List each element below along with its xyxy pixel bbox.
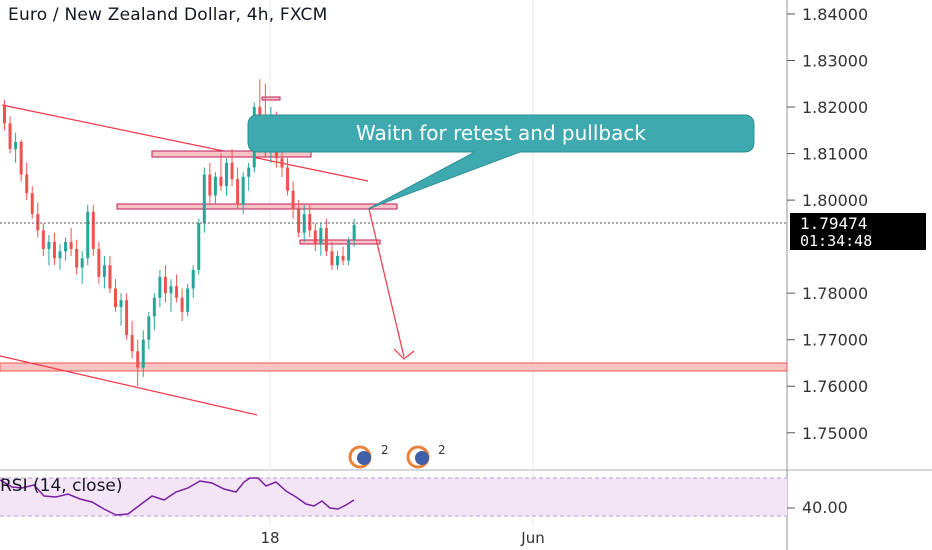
candle-body[interactable] bbox=[241, 176, 245, 205]
time-label-18: 18 bbox=[260, 529, 279, 547]
candle-body[interactable] bbox=[286, 167, 290, 191]
flag-icon bbox=[415, 451, 429, 465]
candle-body[interactable] bbox=[330, 251, 334, 266]
candle-body[interactable] bbox=[3, 104, 6, 124]
candle-body[interactable] bbox=[186, 288, 190, 312]
candle-body[interactable] bbox=[80, 258, 84, 268]
price-label: 1.77000 bbox=[802, 331, 868, 350]
candle-body[interactable] bbox=[25, 174, 29, 194]
candle-body[interactable] bbox=[236, 179, 240, 205]
candle-body[interactable] bbox=[247, 167, 251, 177]
candle-body[interactable] bbox=[158, 276, 162, 298]
candle-body[interactable] bbox=[130, 335, 134, 352]
event-badge-1[interactable] bbox=[348, 445, 372, 469]
candle-body[interactable] bbox=[41, 230, 45, 249]
price-label: 1.80000 bbox=[802, 191, 868, 210]
rsi-line[interactable] bbox=[0, 477, 355, 516]
price-label: 1.82000 bbox=[802, 98, 868, 117]
candle-body[interactable] bbox=[152, 297, 156, 317]
chart-title: Euro / New Zealand Dollar, 4h, FXCM bbox=[8, 5, 328, 25]
price-label: 1.84000 bbox=[802, 5, 868, 24]
candle-body[interactable] bbox=[225, 162, 228, 187]
candle-body[interactable] bbox=[108, 265, 112, 289]
candle-body[interactable] bbox=[319, 228, 323, 245]
rsi-level-label: 40.00 bbox=[802, 498, 848, 517]
lower-trendline[interactable] bbox=[0, 355, 258, 416]
event-badge-2[interactable] bbox=[406, 445, 430, 469]
event-count-2: 2 bbox=[438, 443, 446, 457]
resistance-box[interactable] bbox=[151, 150, 312, 158]
last-price-badge: 1.79474 bbox=[790, 213, 926, 233]
projection-arrow[interactable] bbox=[368, 208, 405, 358]
candle-body[interactable] bbox=[47, 241, 51, 249]
candle-body[interactable] bbox=[147, 316, 151, 340]
candle-body[interactable] bbox=[352, 224, 356, 240]
candle-body[interactable] bbox=[208, 174, 212, 196]
candle-body[interactable] bbox=[313, 230, 317, 245]
candle-body[interactable] bbox=[258, 107, 262, 117]
flag-icon bbox=[357, 451, 371, 465]
candle-body[interactable] bbox=[52, 241, 56, 259]
price-label: 1.83000 bbox=[802, 51, 868, 70]
candle-body[interactable] bbox=[213, 176, 217, 196]
rsi-title: RSI (14, close) bbox=[0, 476, 123, 496]
candle-body[interactable] bbox=[58, 251, 62, 259]
candle-body[interactable] bbox=[102, 265, 106, 277]
candle-body[interactable] bbox=[97, 248, 101, 277]
candle-body[interactable] bbox=[141, 339, 145, 368]
local-support-box[interactable] bbox=[299, 239, 381, 245]
candle-body[interactable] bbox=[136, 351, 140, 368]
price-label: 1.76000 bbox=[802, 377, 868, 396]
retest-box[interactable] bbox=[116, 203, 398, 210]
candle-body[interactable] bbox=[119, 300, 123, 308]
candle-body[interactable] bbox=[114, 288, 117, 308]
candle-body[interactable] bbox=[8, 123, 12, 149]
price-axis[interactable]: 1.84000 1.83000 1.82000 1.81000 1.80000 1.780… bbox=[787, 5, 868, 443]
candle-body[interactable] bbox=[163, 276, 167, 294]
candle-body[interactable] bbox=[219, 176, 223, 187]
candle-body[interactable] bbox=[341, 255, 345, 261]
callout-text: Waitn for retest and pullback bbox=[356, 121, 646, 145]
candle-body[interactable] bbox=[36, 214, 40, 231]
candle-body[interactable] bbox=[19, 141, 23, 175]
candle-body[interactable] bbox=[169, 286, 173, 294]
candle-body[interactable] bbox=[64, 241, 68, 252]
candle-body[interactable] bbox=[175, 286, 179, 298]
candle-body[interactable] bbox=[86, 211, 90, 259]
callout-bubble[interactable] bbox=[247, 114, 755, 210]
candle-body[interactable] bbox=[280, 158, 284, 168]
projection-arrowhead bbox=[393, 348, 415, 360]
candle-body[interactable] bbox=[291, 190, 295, 210]
candle-body[interactable] bbox=[308, 214, 312, 231]
event-count-1: 2 bbox=[381, 443, 389, 457]
candle-body[interactable] bbox=[324, 228, 328, 252]
support-zone[interactable] bbox=[0, 362, 788, 372]
candle-body[interactable] bbox=[197, 223, 201, 270]
price-label: 1.75000 bbox=[802, 424, 868, 443]
candle-body[interactable] bbox=[336, 255, 339, 266]
candle-body[interactable] bbox=[30, 193, 34, 215]
candle-body[interactable] bbox=[230, 162, 234, 180]
candle-body[interactable] bbox=[125, 300, 129, 336]
candle-body[interactable] bbox=[14, 141, 18, 149]
price-label: 1.78000 bbox=[802, 284, 868, 303]
candle-body[interactable] bbox=[202, 174, 206, 224]
price-pane[interactable] bbox=[0, 0, 787, 470]
candle-body[interactable] bbox=[180, 297, 184, 312]
candle-body[interactable] bbox=[69, 241, 73, 249]
candle-body[interactable] bbox=[191, 269, 195, 289]
candle-body[interactable] bbox=[91, 211, 95, 249]
candle-body[interactable] bbox=[347, 239, 351, 261]
upper-trendline[interactable] bbox=[1, 104, 369, 182]
time-label-jun: Jun bbox=[520, 529, 544, 547]
rsi-band bbox=[0, 478, 787, 516]
candle-body[interactable] bbox=[297, 209, 301, 233]
countdown-badge: 01:34:48 bbox=[790, 232, 926, 250]
top-box[interactable] bbox=[261, 96, 281, 101]
price-label: 1.81000 bbox=[802, 145, 868, 164]
candle-body[interactable] bbox=[75, 248, 79, 268]
